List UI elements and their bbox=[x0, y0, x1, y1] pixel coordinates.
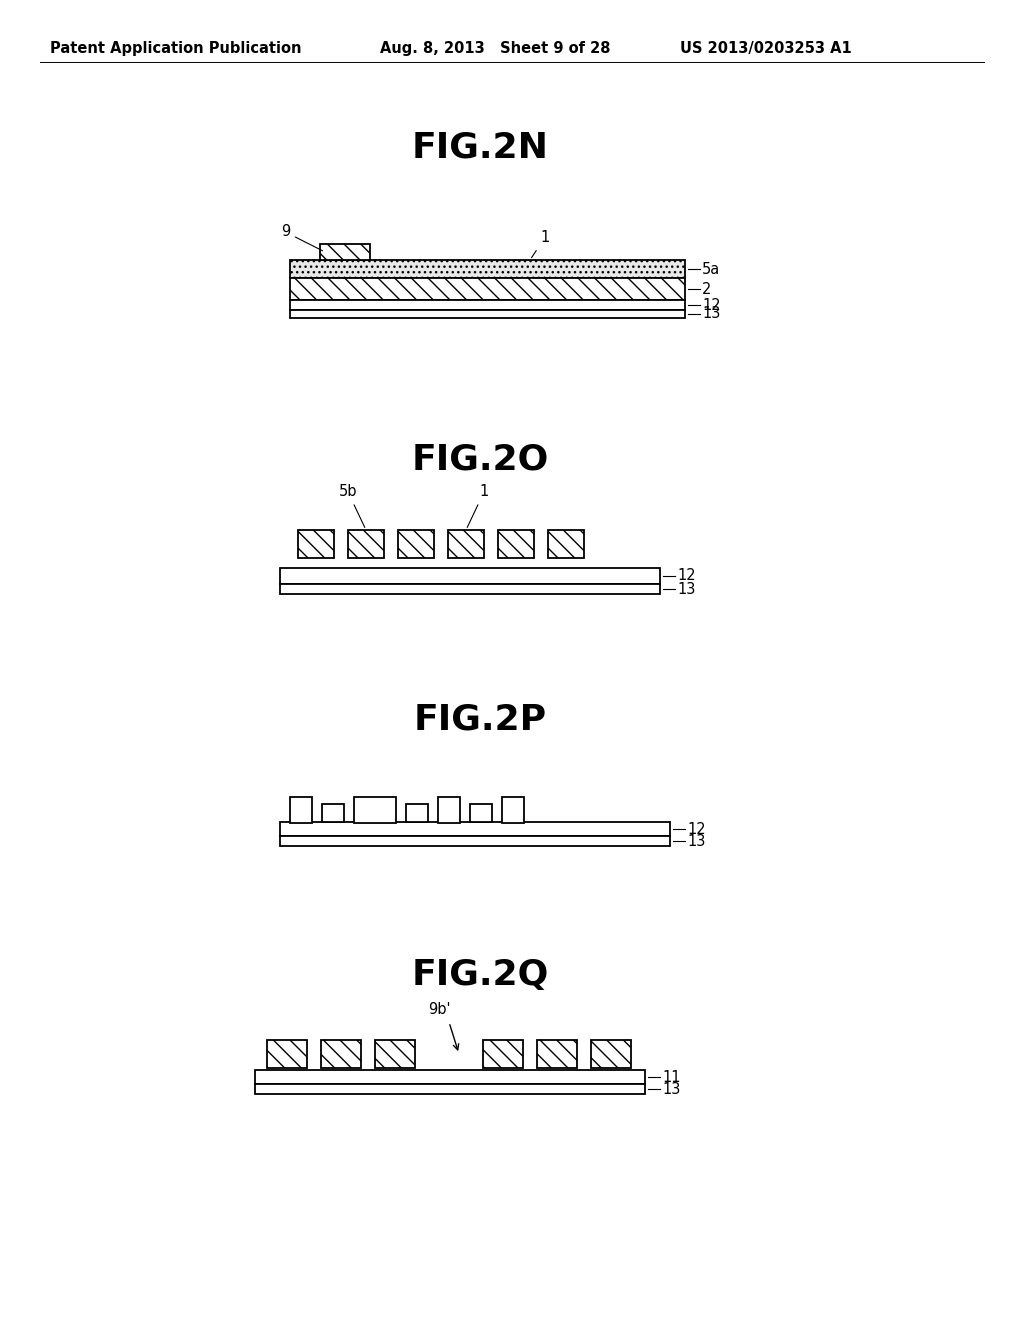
Bar bbox=[438, 797, 460, 822]
Text: 13: 13 bbox=[662, 1081, 680, 1097]
Text: 11: 11 bbox=[662, 1069, 681, 1085]
Text: 12: 12 bbox=[677, 569, 695, 583]
Text: FIG.2N: FIG.2N bbox=[412, 131, 549, 165]
Bar bbox=[280, 568, 660, 583]
Text: 5b: 5b bbox=[339, 484, 365, 528]
Bar bbox=[398, 531, 434, 558]
Bar bbox=[502, 797, 524, 822]
Bar bbox=[298, 531, 334, 558]
Bar bbox=[280, 822, 670, 836]
Bar bbox=[548, 531, 584, 558]
Text: FIG.2P: FIG.2P bbox=[414, 704, 547, 737]
Bar bbox=[354, 797, 396, 822]
Bar bbox=[290, 300, 685, 310]
Text: 1: 1 bbox=[531, 231, 549, 257]
Text: FIG.2O: FIG.2O bbox=[412, 444, 549, 477]
Text: 5a: 5a bbox=[702, 261, 720, 276]
Text: Aug. 8, 2013   Sheet 9 of 28: Aug. 8, 2013 Sheet 9 of 28 bbox=[380, 41, 610, 55]
Bar bbox=[255, 1071, 645, 1084]
Bar bbox=[348, 531, 384, 558]
Bar bbox=[290, 260, 685, 279]
Bar bbox=[375, 1040, 415, 1068]
Bar bbox=[280, 836, 670, 846]
Text: US 2013/0203253 A1: US 2013/0203253 A1 bbox=[680, 41, 852, 55]
Text: 1: 1 bbox=[467, 484, 488, 528]
Bar bbox=[591, 1040, 631, 1068]
Bar bbox=[255, 1084, 645, 1094]
Text: 9b': 9b' bbox=[428, 1002, 451, 1018]
Bar bbox=[537, 1040, 577, 1068]
Bar bbox=[449, 531, 484, 558]
Text: 12: 12 bbox=[687, 821, 706, 837]
Text: Patent Application Publication: Patent Application Publication bbox=[50, 41, 301, 55]
Text: 13: 13 bbox=[687, 833, 706, 849]
Text: 13: 13 bbox=[702, 306, 720, 322]
Bar bbox=[470, 804, 492, 822]
Text: 12: 12 bbox=[702, 297, 721, 313]
Bar bbox=[321, 1040, 361, 1068]
Bar bbox=[290, 279, 685, 300]
Bar bbox=[267, 1040, 307, 1068]
Bar bbox=[290, 797, 312, 822]
Bar bbox=[406, 804, 428, 822]
Bar bbox=[280, 583, 660, 594]
Text: FIG.2Q: FIG.2Q bbox=[412, 958, 549, 993]
Bar bbox=[498, 531, 534, 558]
Text: 13: 13 bbox=[677, 582, 695, 597]
Bar bbox=[319, 244, 370, 260]
Bar bbox=[290, 310, 685, 318]
Text: 2: 2 bbox=[702, 281, 712, 297]
Bar bbox=[483, 1040, 523, 1068]
Bar bbox=[322, 804, 344, 822]
Text: 9: 9 bbox=[281, 224, 323, 251]
